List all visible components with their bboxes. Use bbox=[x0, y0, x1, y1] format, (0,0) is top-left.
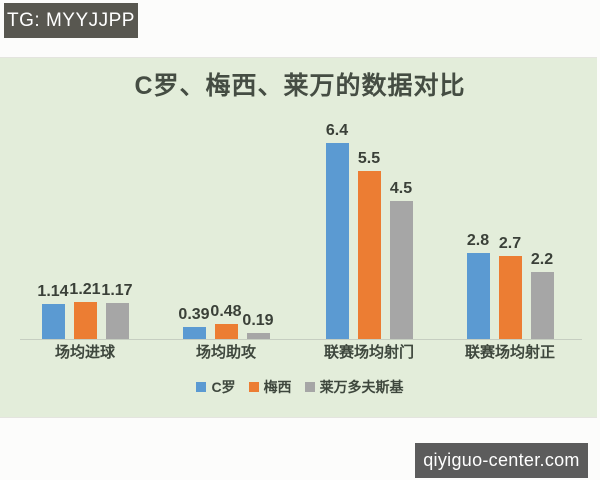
bar bbox=[214, 324, 238, 339]
bar-value-label: 5.5 bbox=[357, 150, 381, 167]
bar-value-label: 0.19 bbox=[242, 312, 274, 329]
legend-item-messi: 梅西 bbox=[248, 377, 292, 397]
category-label: 场均助攻 bbox=[195, 344, 256, 361]
chart-panel bbox=[0, 57, 597, 418]
chart-legend: C罗 梅西 莱万多夫斯基 bbox=[0, 377, 600, 397]
bar-value-label: 6.4 bbox=[325, 122, 349, 139]
bar-value-label: 2.2 bbox=[530, 251, 554, 268]
bar bbox=[73, 302, 97, 339]
watermark-text: qiyiguo-center.com bbox=[423, 450, 580, 470]
bar bbox=[498, 256, 522, 339]
bar-value-label: 4.5 bbox=[389, 180, 413, 197]
bar-value-label: 2.7 bbox=[498, 235, 522, 252]
category-label: 联赛场均射正 bbox=[464, 344, 555, 361]
bar-value-label: 1.17 bbox=[101, 282, 133, 299]
legend-item-lewandowski: 莱万多夫斯基 bbox=[304, 377, 404, 397]
tg-badge-text: TG: MYYJJPP bbox=[7, 9, 135, 31]
bar-value-label: 2.8 bbox=[466, 232, 490, 249]
tg-badge: TG: MYYJJPP bbox=[4, 3, 138, 38]
x-axis-line bbox=[20, 339, 582, 340]
bar bbox=[246, 333, 270, 339]
bar bbox=[105, 303, 129, 339]
legend-swatch-lewandowski bbox=[304, 382, 315, 392]
bar-value-label: 0.39 bbox=[178, 306, 210, 323]
bar bbox=[41, 304, 65, 339]
watermark-badge: qiyiguo-center.com bbox=[415, 443, 588, 478]
category-label: 场均进球 bbox=[54, 344, 115, 361]
legend-label-lewandowski: 莱万多夫斯基 bbox=[319, 379, 404, 395]
legend-swatch-messi bbox=[248, 382, 259, 392]
legend-swatch-cronaldo bbox=[196, 382, 207, 392]
bar-value-label: 1.21 bbox=[69, 281, 101, 298]
legend-item-cronaldo: C罗 bbox=[196, 377, 236, 397]
bar-value-label: 1.14 bbox=[37, 283, 69, 300]
bar bbox=[182, 327, 206, 339]
category-label: 联赛场均射门 bbox=[323, 344, 414, 361]
legend-label-cronaldo: C罗 bbox=[211, 379, 236, 395]
chart-title: C罗、梅西、莱万的数据对比 bbox=[134, 72, 466, 100]
bar bbox=[530, 272, 554, 339]
bar bbox=[389, 201, 413, 339]
bar bbox=[357, 171, 381, 339]
bar bbox=[325, 143, 349, 339]
bar-value-label: 0.48 bbox=[210, 303, 242, 320]
bar bbox=[466, 253, 490, 339]
legend-label-messi: 梅西 bbox=[263, 379, 292, 395]
